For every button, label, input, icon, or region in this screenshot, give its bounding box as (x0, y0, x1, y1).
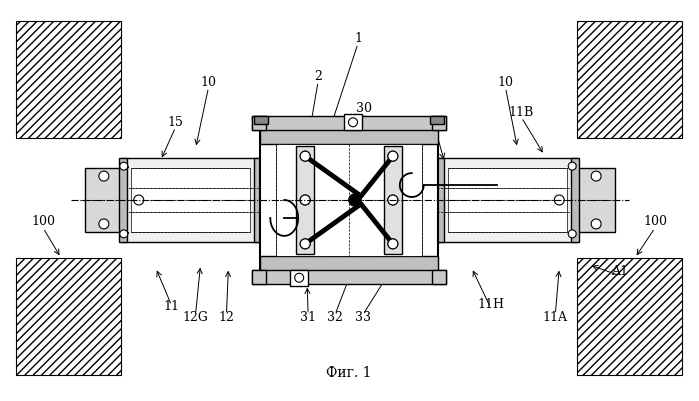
Circle shape (99, 171, 109, 181)
Circle shape (300, 239, 310, 249)
Circle shape (591, 171, 601, 181)
Bar (571, 158, 579, 242)
Text: 11: 11 (164, 300, 180, 313)
Bar (252, 116, 446, 130)
Circle shape (349, 194, 361, 206)
Text: 31: 31 (300, 311, 316, 324)
Text: 100: 100 (31, 215, 55, 229)
Circle shape (388, 239, 398, 249)
Bar (252, 116, 266, 130)
Circle shape (554, 195, 564, 205)
Bar (252, 270, 446, 284)
Bar (344, 114, 362, 130)
Circle shape (120, 230, 128, 238)
Bar (260, 128, 438, 144)
Bar (276, 144, 421, 256)
Bar (432, 116, 446, 130)
Bar (252, 270, 266, 284)
Bar (16, 20, 121, 138)
Bar (254, 158, 262, 242)
Bar (447, 168, 568, 232)
Text: 10: 10 (201, 76, 217, 89)
Text: 11B: 11B (509, 106, 534, 119)
Bar (577, 258, 682, 375)
Circle shape (388, 151, 398, 161)
Bar (131, 168, 250, 232)
Circle shape (388, 151, 398, 161)
Circle shape (349, 194, 361, 206)
Text: 16: 16 (426, 116, 442, 129)
Circle shape (591, 219, 601, 229)
Bar (438, 158, 577, 242)
Bar (121, 158, 260, 242)
Text: 12: 12 (219, 311, 234, 324)
Bar (85, 168, 123, 232)
Bar (577, 20, 682, 138)
Text: 2: 2 (314, 70, 322, 83)
Text: 10: 10 (498, 76, 514, 89)
Bar (296, 146, 314, 254)
Bar (16, 258, 121, 375)
Circle shape (300, 151, 310, 161)
Circle shape (300, 239, 310, 249)
Text: 11H: 11H (477, 298, 504, 311)
Circle shape (300, 195, 310, 205)
Bar (254, 116, 268, 124)
Circle shape (388, 195, 398, 205)
Text: 100: 100 (643, 215, 667, 229)
Circle shape (300, 151, 310, 161)
Bar (384, 146, 402, 254)
Bar (260, 256, 438, 272)
Bar (432, 270, 446, 284)
Bar (119, 158, 127, 242)
Circle shape (349, 118, 357, 127)
Text: A1: A1 (612, 265, 628, 278)
Circle shape (388, 195, 398, 205)
Text: 12G: 12G (182, 311, 208, 324)
Text: 1: 1 (354, 32, 362, 45)
Circle shape (295, 273, 303, 282)
Circle shape (568, 162, 576, 170)
Text: Фиг. 1: Фиг. 1 (326, 367, 372, 381)
Bar (435, 158, 444, 242)
Bar (577, 168, 615, 232)
Text: 11A: 11A (543, 311, 568, 324)
Circle shape (120, 162, 128, 170)
Circle shape (568, 230, 576, 238)
Circle shape (300, 195, 310, 205)
Circle shape (134, 195, 144, 205)
Text: 33: 33 (355, 311, 371, 324)
Bar (290, 270, 308, 286)
Text: 15: 15 (168, 116, 184, 129)
Bar (260, 128, 438, 272)
Circle shape (99, 219, 109, 229)
Text: D: D (109, 209, 119, 221)
Bar (430, 116, 444, 124)
Circle shape (388, 239, 398, 249)
Text: 32: 32 (327, 311, 343, 324)
Text: 30: 30 (356, 102, 372, 115)
